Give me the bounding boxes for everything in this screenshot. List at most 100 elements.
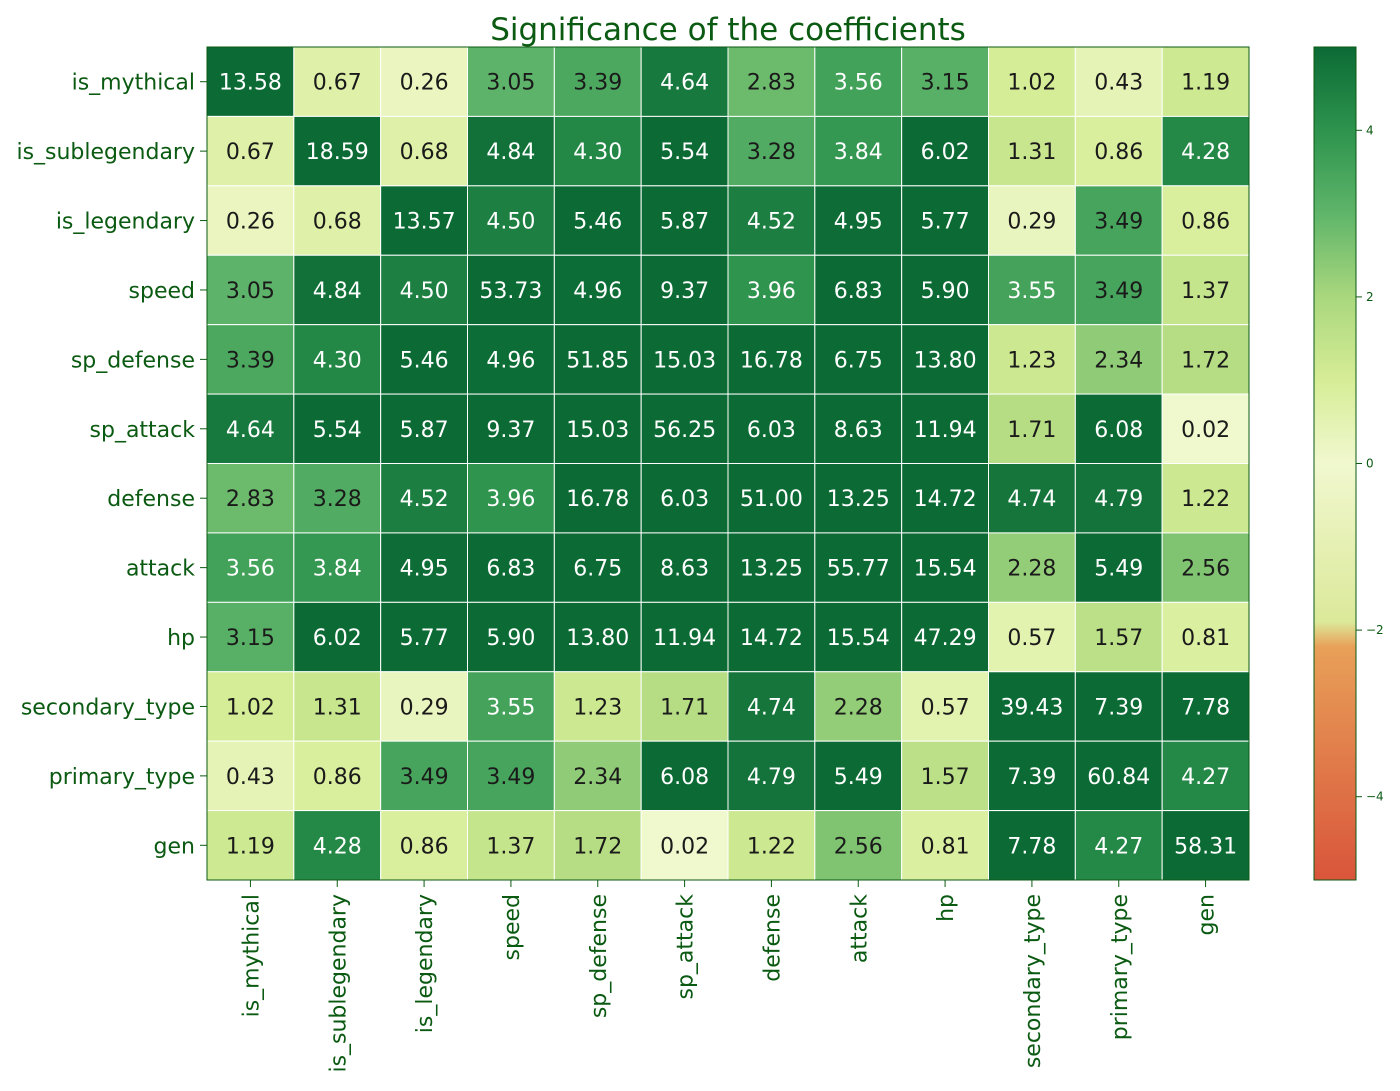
cell-value-label: 4.27 xyxy=(1181,765,1230,790)
cell-value-label: 3.05 xyxy=(226,279,275,304)
heatmap-cell xyxy=(293,254,382,326)
heatmap-cell xyxy=(814,324,903,395)
cell-value-label: 0.68 xyxy=(400,140,449,165)
cell-value-label: 3.55 xyxy=(1007,279,1056,304)
cell-value-label: 13.57 xyxy=(393,210,456,235)
cell-value-label: 6.08 xyxy=(660,765,709,790)
cell-value-label: 1.31 xyxy=(1007,140,1056,165)
cell-value-label: 1.22 xyxy=(1181,487,1230,512)
cell-value-label: 5.77 xyxy=(921,210,970,235)
heatmap-cell xyxy=(988,810,1076,881)
heatmap-cell xyxy=(727,532,816,603)
cell-value-label: 5.90 xyxy=(921,279,970,304)
cell-value-label: 15.54 xyxy=(914,557,977,582)
cell-value-label: 1.02 xyxy=(1007,71,1056,96)
cell-value-label: 2.83 xyxy=(226,487,275,512)
cell-value-label: 5.49 xyxy=(834,765,883,790)
heatmap-cell xyxy=(553,185,642,256)
cell-value-label: 3.49 xyxy=(1094,279,1143,304)
cell-value-label: 1.72 xyxy=(573,834,622,859)
heatmap-cell xyxy=(814,393,903,465)
heatmap-cell xyxy=(988,254,1076,326)
heatmap-cell xyxy=(467,532,555,603)
cell-value-label: 1.19 xyxy=(1181,71,1230,96)
heatmap-cell xyxy=(640,601,729,673)
row-label: speed xyxy=(129,279,195,304)
heatmap-cells: 13.58 0.67 0.26 3.05 3.39 4.64 2.83 3.56 3.15 1.0… xyxy=(206,46,1250,881)
cell-value-label: 14.72 xyxy=(914,487,977,512)
cell-value-label: 0.43 xyxy=(1094,71,1143,96)
cell-value-label: 2.83 xyxy=(747,71,796,96)
cell-value-label: 47.29 xyxy=(914,626,977,651)
cell-value-label: 4.28 xyxy=(313,834,362,859)
chart-title: Significance of the coefficients xyxy=(490,12,966,48)
cell-value-label: 53.73 xyxy=(479,279,542,304)
cell-value-label: 13.58 xyxy=(219,71,282,96)
heatmap-cell xyxy=(553,463,642,534)
row-label: attack xyxy=(126,557,195,582)
cell-value-label: 4.64 xyxy=(660,71,709,96)
heatmap-cell xyxy=(380,532,468,603)
heatmap-cell xyxy=(640,254,729,326)
colorbar-tick-label: −2 xyxy=(1366,623,1384,637)
cell-value-label: 60.84 xyxy=(1087,765,1150,790)
cell-value-label: 4.50 xyxy=(400,279,449,304)
cell-value-label: 0.86 xyxy=(313,765,362,790)
cell-value-label: 5.77 xyxy=(400,626,449,651)
cell-value-label: 13.80 xyxy=(566,626,629,651)
cell-value-label: 1.19 xyxy=(226,834,275,859)
cell-value-label: 16.78 xyxy=(740,348,803,373)
cell-value-label: 39.43 xyxy=(1000,695,1063,720)
cell-value-label: 4.30 xyxy=(313,348,362,373)
heatmap-cell xyxy=(467,740,555,812)
heatmap-cell xyxy=(988,532,1076,603)
row-label: defense xyxy=(107,487,195,512)
cell-value-label: 3.56 xyxy=(226,557,275,582)
cell-value-label: 7.78 xyxy=(1007,834,1056,859)
heatmap-cell xyxy=(293,46,382,117)
cell-value-label: 3.28 xyxy=(313,487,362,512)
cell-value-label: 4.96 xyxy=(486,348,535,373)
heatmap-cell xyxy=(553,46,642,117)
cell-value-label: 3.39 xyxy=(226,348,275,373)
column-label: defense xyxy=(760,894,785,982)
heatmap-cell xyxy=(727,254,816,326)
colorbar-tick-label: 0 xyxy=(1366,457,1374,471)
cell-value-label: 1.57 xyxy=(921,765,970,790)
heatmap-cell xyxy=(553,740,642,812)
heatmap-cell xyxy=(467,115,555,187)
cell-value-label: 4.95 xyxy=(400,557,449,582)
row-label: is_legendary xyxy=(56,210,195,235)
row-label: is_mythical xyxy=(72,71,195,96)
cell-value-label: 0.86 xyxy=(1181,210,1230,235)
heatmap-cell xyxy=(1074,671,1163,742)
heatmap-cell xyxy=(206,393,295,465)
colorbar: 4 2 0 −2 −4 xyxy=(1313,46,1384,881)
colorbar-tick-label: −4 xyxy=(1366,790,1384,804)
heatmap-cell xyxy=(206,740,295,812)
heatmap-cell xyxy=(1161,463,1250,534)
heatmap-cell xyxy=(988,115,1076,187)
cell-value-label: 8.63 xyxy=(834,418,883,443)
heatmap-cell xyxy=(727,810,816,881)
heatmap-cell xyxy=(206,463,295,534)
cell-value-label: 1.23 xyxy=(1007,348,1056,373)
cell-value-label: 14.72 xyxy=(740,626,803,651)
column-label: sp_defense xyxy=(587,894,612,1018)
cell-value-label: 5.46 xyxy=(400,348,449,373)
cell-value-label: 2.56 xyxy=(834,834,883,859)
row-label: sp_defense xyxy=(71,348,195,373)
heatmap-cell xyxy=(380,254,468,326)
heatmap-cell xyxy=(727,185,816,256)
column-label: gen xyxy=(1195,894,1220,935)
heatmap-cell xyxy=(901,393,990,465)
heatmap-cell xyxy=(901,463,990,534)
cell-value-label: 7.78 xyxy=(1181,695,1230,720)
heatmap-cell xyxy=(380,324,468,395)
cell-value-label: 58.31 xyxy=(1174,834,1237,859)
cell-value-label: 9.37 xyxy=(660,279,709,304)
heatmap-cell xyxy=(553,671,642,742)
cell-value-label: 3.05 xyxy=(486,71,535,96)
colorbar-tick-label: 4 xyxy=(1366,123,1374,137)
